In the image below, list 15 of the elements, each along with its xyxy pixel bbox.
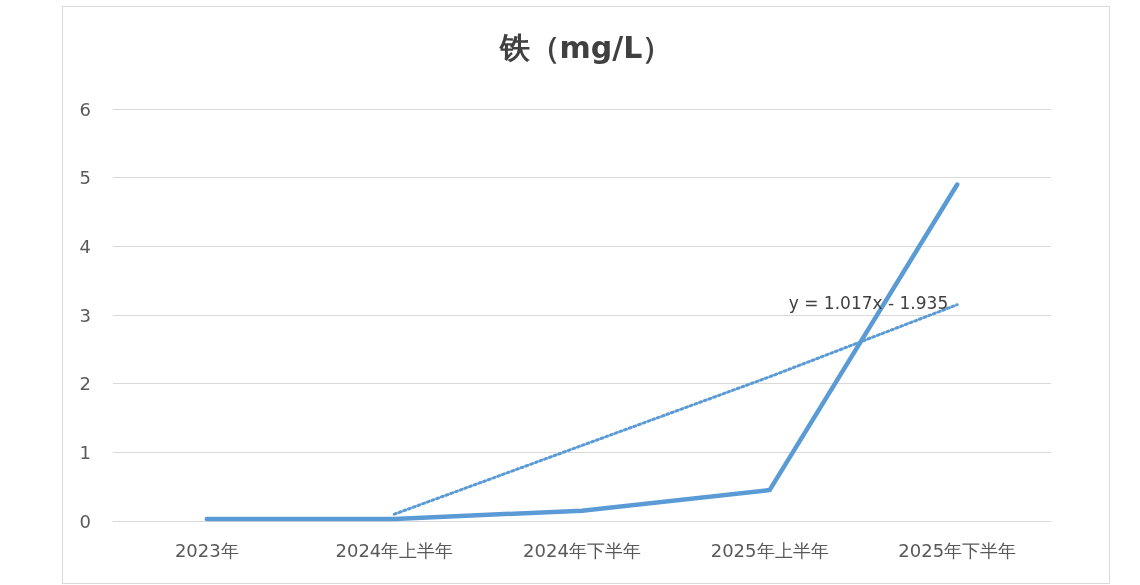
y-tick-label: 4 [79, 235, 91, 257]
line-series [204, 182, 960, 522]
y-tick-label: 5 [79, 167, 91, 189]
x-tick-label: 2024年下半年 [523, 539, 641, 561]
y-tick-label: 6 [79, 98, 91, 120]
y-tick-label: 0 [79, 510, 91, 532]
y-tick-label: 3 [79, 304, 91, 326]
chart-title: 铁（mg/L） [498, 29, 673, 65]
y-tick-label: 2 [79, 373, 91, 395]
x-tick-label: 2025年下半年 [898, 539, 1017, 561]
x-tick-label: 2024年上半年 [335, 539, 454, 561]
y-tick-label: 1 [79, 441, 91, 463]
annotation: y = 1.017x - 1.935 [788, 292, 949, 313]
x-tick-label: 2025年上半年 [710, 539, 829, 561]
x-tick-label: 2023年 [174, 539, 239, 561]
